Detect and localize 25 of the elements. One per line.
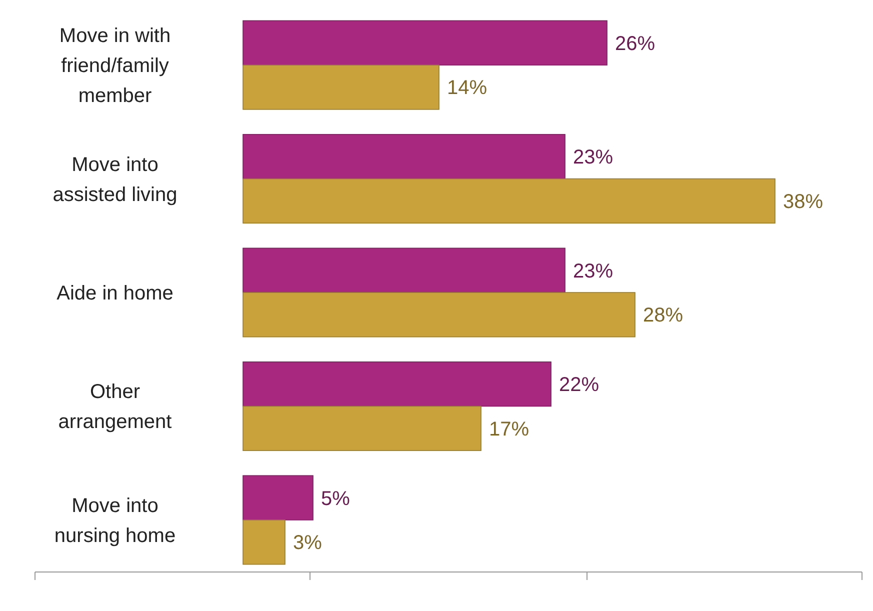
data-label: 38% xyxy=(783,190,824,213)
y-tick-label: Move in with friend/family member xyxy=(59,25,171,108)
bar xyxy=(242,520,286,565)
bar xyxy=(242,475,314,520)
data-label: 3% xyxy=(293,532,322,554)
bar xyxy=(242,178,776,224)
bar xyxy=(242,248,566,293)
data-label: 26% xyxy=(615,32,656,55)
data-label: 14% xyxy=(447,77,488,100)
y-tick-label: Move into assisted living xyxy=(52,154,178,206)
bar xyxy=(242,361,552,407)
data-label: 23% xyxy=(573,146,614,169)
bar xyxy=(242,406,482,451)
data-label: 5% xyxy=(321,488,350,510)
y-tick-label: Other arrangement xyxy=(58,381,172,434)
data-label: 28% xyxy=(643,304,684,327)
data-label: 17% xyxy=(489,418,530,440)
y-tick-label: Aide in home xyxy=(56,282,174,304)
bar xyxy=(242,134,566,180)
data-label: 22% xyxy=(559,374,600,396)
bar xyxy=(242,64,440,110)
bar xyxy=(242,20,608,66)
y-tick-label: Move into nursing home xyxy=(54,494,176,547)
data-label: 23% xyxy=(573,260,614,282)
bar xyxy=(242,292,636,338)
